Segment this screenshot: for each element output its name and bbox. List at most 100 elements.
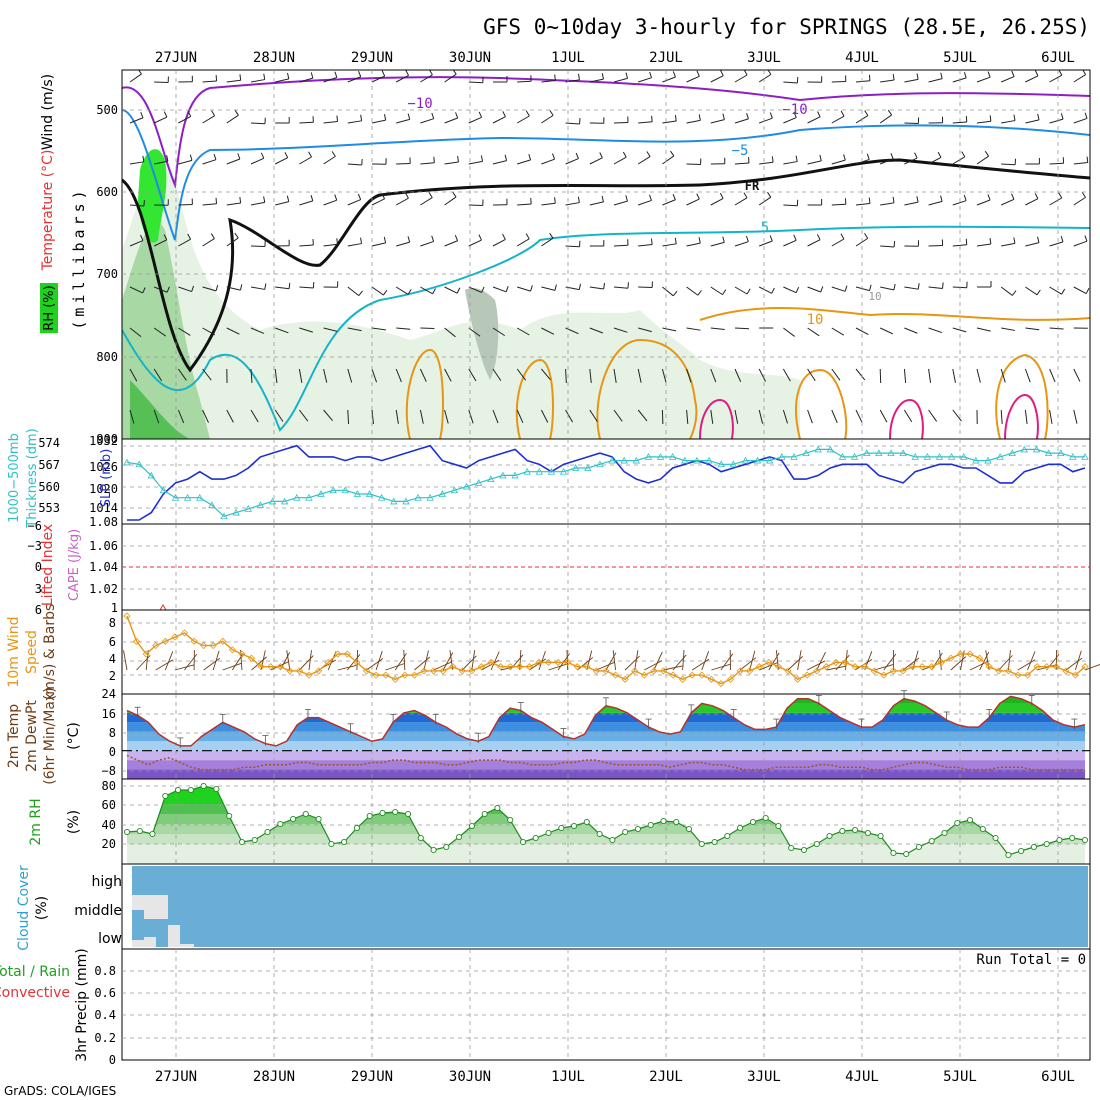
rh-point	[583, 818, 590, 826]
wind10-point	[372, 671, 380, 679]
wind-barb	[782, 368, 791, 382]
wind10-barb	[222, 662, 242, 671]
wind-barb-flag	[940, 72, 943, 79]
wind-barb-flag	[234, 232, 239, 239]
wind-barb	[1001, 76, 1015, 83]
wind-barb	[129, 327, 142, 338]
wind-barb-flag	[843, 154, 846, 161]
thickness-point	[826, 445, 835, 453]
wind10-point	[803, 671, 811, 679]
wind10-point	[784, 667, 792, 675]
wind-ylabel-2: Speed	[24, 630, 40, 674]
wind-barb	[444, 161, 459, 165]
wind-barb	[129, 368, 138, 382]
wind-barb	[1049, 409, 1053, 424]
wind-barb	[274, 409, 284, 422]
upper-grid	[122, 70, 1090, 439]
y-tick-label: 560	[38, 480, 60, 494]
thickness-point	[705, 456, 713, 464]
wind-barb	[565, 409, 574, 423]
wind-barb	[347, 243, 362, 247]
wind-barb	[855, 80, 870, 83]
wind-barb	[952, 244, 967, 247]
wind-barb-flag	[746, 288, 751, 295]
wind-barb-flag	[746, 113, 749, 120]
wind-barb-flag	[864, 110, 869, 116]
wind-barb	[879, 114, 892, 124]
wind-barb	[904, 157, 918, 165]
upper-y-axis: 500 600 700 800 900	[96, 103, 118, 446]
wind-barb	[662, 327, 677, 332]
slp-ylabel-thick: 1000−500mb	[7, 433, 22, 523]
rh-point	[788, 844, 795, 852]
wind-barb	[710, 368, 717, 383]
wind-barb	[1001, 120, 1016, 124]
wind-barb	[1049, 241, 1064, 247]
date-label-top: 6JUL	[1041, 50, 1075, 66]
wind-barb-flag	[1085, 288, 1090, 294]
wind-barb	[613, 368, 617, 383]
wind-barb-flag	[383, 236, 387, 243]
date-label-bottom: 2JUL	[649, 1069, 683, 1085]
wind-barb	[952, 409, 962, 422]
wind10-barb	[184, 653, 198, 671]
wind10-barb	[605, 652, 617, 671]
wind-barb	[395, 409, 399, 424]
thickness-point	[669, 453, 677, 460]
wind10-barb	[270, 661, 290, 671]
wind-barb	[444, 327, 456, 338]
wind-barb	[226, 409, 234, 423]
wind-barb	[880, 79, 895, 83]
wind-barb	[952, 327, 967, 333]
wind10-barb	[644, 660, 663, 671]
contour-5	[122, 225, 1090, 432]
wind10-point	[659, 667, 668, 675]
thickness-point	[632, 456, 640, 464]
wind-barb	[396, 327, 411, 330]
slp-line	[127, 444, 1086, 521]
y-tick-label: 0	[109, 1053, 116, 1067]
wind10-point	[324, 658, 332, 667]
wind10-point	[621, 675, 629, 683]
wind10-point	[851, 663, 859, 671]
temp-band	[127, 703, 1085, 713]
thickness-point	[741, 456, 750, 464]
wind-barb-flag	[743, 192, 748, 199]
wind-y-axis: 8 6 4 2	[109, 616, 116, 683]
wind-barb	[686, 409, 689, 424]
wind10-point	[171, 633, 179, 641]
wind-barb	[371, 198, 385, 206]
wind-barb	[395, 197, 409, 206]
wind-barb	[250, 409, 259, 423]
wind-barb-flag	[187, 233, 192, 240]
wind-barb-flag	[627, 282, 629, 289]
y-tick-label: −8	[102, 764, 116, 778]
wind-barb	[638, 244, 653, 247]
wind-barb	[952, 200, 967, 206]
wind-barb-flag	[916, 196, 919, 203]
wind-barb-flag	[308, 151, 312, 158]
wind-barb-flag	[844, 285, 848, 292]
wind-barb	[298, 368, 303, 383]
wind-barb-flag	[1086, 156, 1089, 163]
wind-barb	[783, 286, 797, 294]
wind-barb-flag	[431, 112, 435, 119]
rh-point	[685, 825, 693, 833]
wind-barb	[782, 409, 788, 424]
thickness-point	[232, 508, 240, 516]
wind-barb-flag	[163, 234, 168, 241]
wind-barb	[637, 156, 651, 165]
wind10-point	[133, 637, 141, 645]
wind-barb	[589, 201, 604, 206]
wind-barb-flag	[649, 71, 652, 78]
wind-barb-flag	[989, 115, 992, 122]
top-date-axis: 27JUN 28JUN 29JUN 30JUN 1JUL 2JUL 3JUL 4JUL 5JUL…	[155, 50, 1075, 66]
wind-barb	[928, 368, 932, 383]
wind-barb-flag	[917, 283, 920, 290]
rh-y-axis: 80 60 40 20	[102, 779, 116, 851]
wind-barb	[250, 368, 253, 384]
thickness-point	[159, 486, 168, 494]
temp-band	[127, 750, 1085, 761]
wind10-point	[449, 663, 457, 671]
